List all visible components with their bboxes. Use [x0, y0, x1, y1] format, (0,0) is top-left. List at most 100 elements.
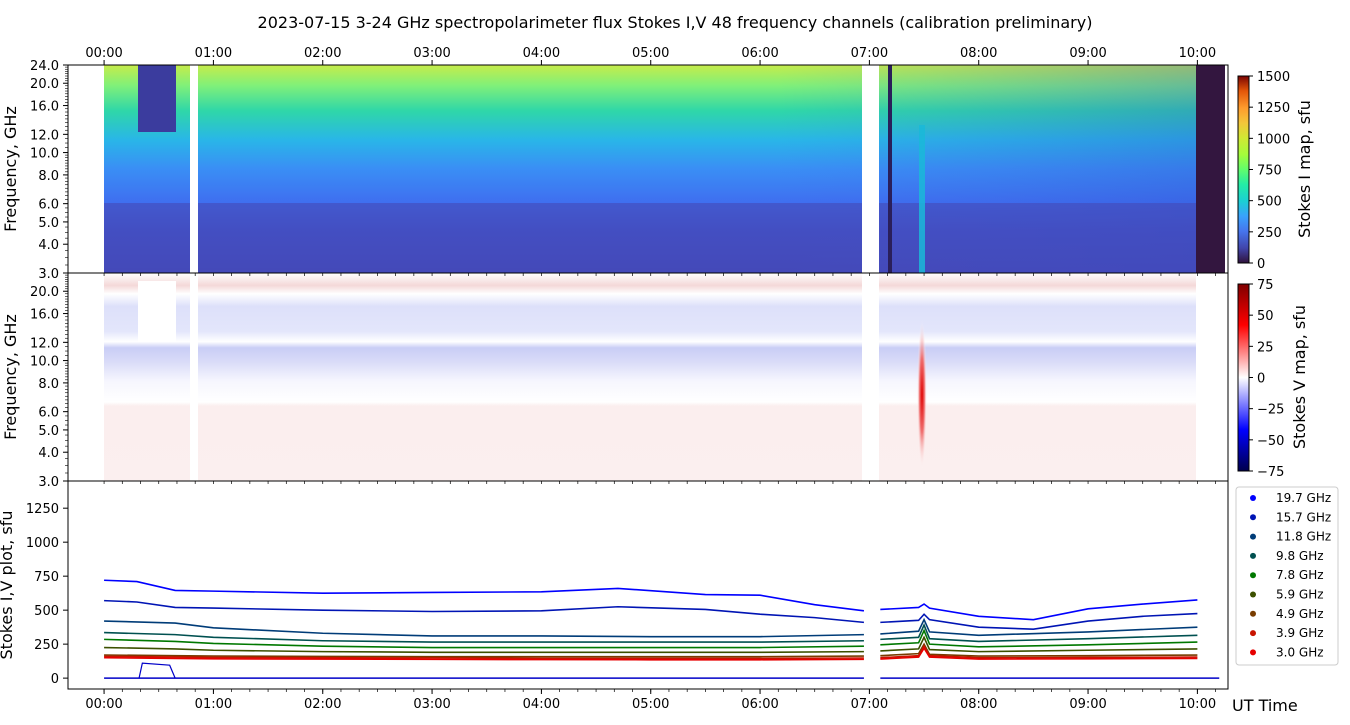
bottom-xtick-label: 04:00 [523, 697, 560, 712]
top-xtick-label: 06:00 [741, 46, 778, 61]
freq-ytick-label: 16.0 [30, 308, 59, 323]
colorbar-tick-label: 1250 [1257, 101, 1290, 116]
bottom-xtick-label: 01:00 [195, 697, 232, 712]
stokes-i-panel: Frequency, GHz [1, 64, 1229, 274]
bottom-xtick-label: 00:00 [85, 697, 122, 712]
legend-label: 3.9 GHz [1276, 626, 1324, 640]
stokes-v-spectrum [104, 273, 1225, 481]
bottom-xtick-label: 06:00 [741, 697, 778, 712]
colorbar-tick-label: 25 [1257, 340, 1274, 355]
series-line-8 [104, 656, 864, 661]
bottom-xtick-label: 05:00 [632, 697, 669, 712]
stokes-i-gap-1 [190, 65, 198, 273]
top-xtick-label: 07:00 [851, 46, 888, 61]
legend-label: 4.9 GHz [1276, 607, 1324, 621]
freq-ytick-label: 6.0 [38, 198, 59, 213]
bottom-xtick-label: 10:00 [1179, 697, 1216, 712]
legend-marker [1250, 495, 1256, 501]
stokes-iv-ylabel: Stokes I,V plot, sfu [0, 511, 16, 660]
legend-label: 7.8 GHz [1276, 568, 1324, 582]
stokes-iv-xlabel: UT Time [1232, 696, 1298, 715]
legend-label: 9.8 GHz [1276, 549, 1324, 563]
stokes-i-gap-2 [862, 65, 879, 273]
series-line-1 [880, 612, 1198, 630]
series-line-0 [104, 579, 865, 612]
series-line-2 [104, 620, 864, 638]
top-xtick-label: 03:00 [413, 46, 450, 61]
bottom-xtick-label: 07:00 [851, 697, 888, 712]
legend-label: 11.8 GHz [1276, 530, 1331, 544]
freq-ytick-label: 3.0 [38, 475, 59, 490]
legend-label: 15.7 GHz [1276, 510, 1331, 524]
stokes-v-panel: Frequency, GHz [1, 272, 1229, 482]
colorbar-tick-label: −50 [1257, 434, 1284, 449]
stokes-i-colorbar-scale [1237, 75, 1250, 264]
plot-ytick-label: 1000 [26, 536, 59, 551]
series-line-4 [880, 628, 1198, 648]
legend-marker [1250, 572, 1256, 579]
bottom-xtick-label: 02:00 [304, 697, 341, 712]
legend-label: 3.0 GHz [1276, 645, 1324, 659]
stokes-v-end-block [1196, 273, 1225, 481]
freq-ytick-label: 12.0 [30, 128, 59, 143]
series-line-3 [880, 623, 1198, 643]
stokes-v-flare [917, 320, 927, 470]
stokes-iv-frame [67, 480, 1229, 690]
stokes-i-ylabel: Frequency, GHz [1, 106, 20, 232]
stokes-i-gap-block [138, 65, 176, 132]
stokes-i-lowband [104, 203, 1225, 273]
top-xtick-label: 02:00 [304, 46, 341, 61]
freq-ytick-label: 12.0 [30, 336, 59, 351]
colorbar-tick-label: 0 [1257, 257, 1265, 272]
top-xtick-label: 08:00 [960, 46, 997, 61]
bottom-xtick-label: 03:00 [413, 697, 450, 712]
plot-ytick-label: 750 [34, 570, 59, 585]
legend-label: 19.7 GHz [1276, 491, 1331, 505]
colorbar-tick-label: −75 [1257, 465, 1284, 480]
freq-ytick-label: 4.0 [38, 446, 59, 461]
colorbar-tick-label: −25 [1257, 403, 1284, 418]
legend [1235, 486, 1339, 666]
series-line-6 [104, 654, 864, 658]
legend-marker [1250, 533, 1256, 540]
plot-ytick-label: 500 [34, 604, 59, 619]
stokes-v-bump [138, 662, 176, 679]
stokes-i-dark-line [888, 65, 892, 273]
plot-ytick-label: 250 [34, 638, 59, 653]
colorbar-tick-label: 1500 [1257, 70, 1290, 85]
top-xtick-label: 10:00 [1179, 46, 1216, 61]
freq-ytick-label: 10.0 [30, 355, 59, 370]
legend-marker [1250, 630, 1256, 637]
series-line-5 [104, 646, 864, 654]
series-line-3 [104, 631, 864, 643]
legend-marker [1250, 591, 1256, 598]
legend-box [1235, 486, 1339, 666]
freq-ytick-label: 5.0 [38, 216, 59, 231]
legend-label: 5.9 GHz [1276, 588, 1324, 602]
freq-ytick-label: 3.0 [38, 267, 59, 282]
stokes-i-colorbar-label: Stokes I map, sfu [1295, 100, 1314, 238]
freq-ytick-label: 5.0 [38, 424, 59, 439]
top-xtick-label: 00:00 [85, 46, 122, 61]
freq-ytick-label: 6.0 [38, 406, 59, 421]
bottom-xtick-label: 09:00 [1069, 697, 1106, 712]
stokes-iv-panel: Stokes I,V plot, sfu UT Time [0, 480, 1298, 715]
stokes-i-flare [919, 125, 925, 273]
colorbar-tick-label: 0 [1257, 372, 1265, 387]
freq-ytick-label: 20.0 [30, 285, 59, 300]
series-line-0 [880, 599, 1198, 621]
freq-ytick-label: 8.0 [38, 169, 59, 184]
freq-ytick-label: 16.0 [30, 100, 59, 115]
freq-ytick-label: 10.0 [30, 147, 59, 162]
legend-marker [1250, 610, 1256, 617]
colorbar-tick-label: 250 [1257, 226, 1282, 241]
freq-ytick-label: 24.0 [30, 59, 59, 74]
stokes-i-end-block [1196, 65, 1225, 273]
stokes-v-colorbar-scale [1237, 283, 1250, 472]
stokes-v-colorbar-label: Stokes V map, sfu [1290, 305, 1309, 449]
series-line-2 [880, 617, 1198, 637]
stokes-v-ylabel: Frequency, GHz [1, 314, 20, 440]
colorbar-tick-label: 500 [1257, 195, 1282, 210]
plot-ytick-label: 0 [51, 672, 59, 687]
